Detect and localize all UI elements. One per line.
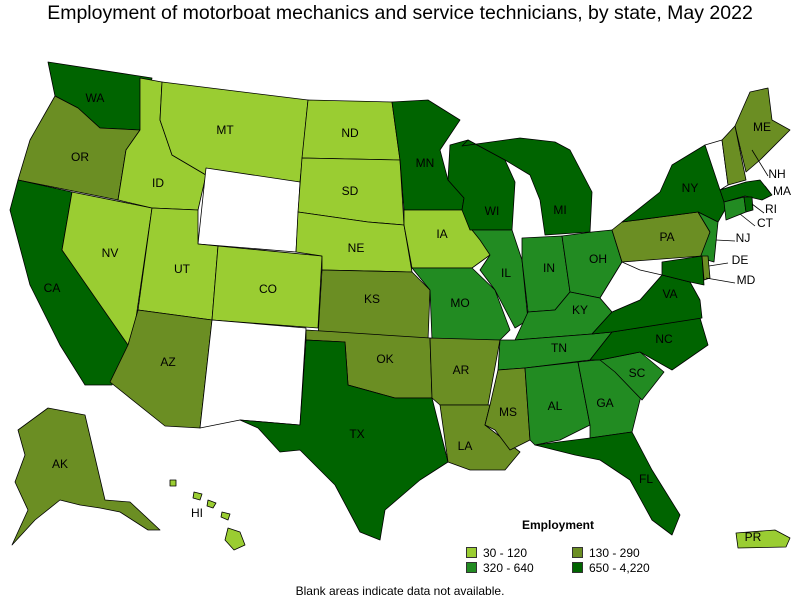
state-label-ma: MA [773, 184, 791, 198]
state-wy[interactable] [197, 167, 301, 253]
legend-label: 320 - 640 [483, 561, 534, 575]
state-label-ms: MS [499, 405, 517, 419]
state-me[interactable] [734, 87, 791, 173]
state-label-tn: TN [551, 341, 567, 355]
state-nm[interactable] [199, 319, 307, 429]
legend-item-band3: 320 - 640 [466, 561, 534, 575]
state-ri[interactable] [743, 196, 754, 213]
state-nh[interactable] [721, 125, 747, 186]
state-label-or: OR [71, 150, 89, 164]
state-label-az: AZ [160, 355, 175, 369]
state-de[interactable] [701, 255, 711, 281]
state-mi[interactable] [461, 137, 593, 236]
state-ks[interactable] [317, 269, 431, 341]
state-label-pr: PR [745, 530, 762, 544]
state-label-nc: NC [655, 332, 673, 346]
state-label-ar: AR [453, 363, 470, 377]
state-co[interactable] [211, 245, 323, 329]
state-label-wi: WI [485, 204, 500, 218]
state-label-ia: IA [436, 227, 447, 241]
legend-swatch-band3 [466, 562, 477, 574]
state-label-de: DE [732, 253, 749, 267]
state-label-ca: CA [44, 281, 61, 295]
legend-swatch-band1 [466, 547, 477, 559]
state-pr[interactable] [735, 529, 791, 549]
legend-item-band2: 130 - 290 [572, 546, 640, 560]
state-label-in: IN [543, 261, 555, 275]
state-label-mi: MI [553, 203, 566, 217]
footnote: Blank areas indicate data not available. [295, 584, 505, 598]
state-label-ct: CT [757, 216, 774, 230]
state-label-mn: MN [416, 156, 435, 170]
state-label-al: AL [548, 399, 563, 413]
state-label-me: ME [753, 120, 771, 134]
state-md[interactable] [661, 255, 705, 286]
legend-label: 130 - 290 [589, 546, 640, 560]
state-label-ks: KS [364, 292, 380, 306]
state-label-ok: OK [376, 352, 393, 366]
state-label-mt: MT [216, 123, 234, 137]
state-label-la: LA [458, 439, 473, 453]
state-label-nj: NJ [736, 231, 751, 245]
state-ak[interactable] [11, 407, 161, 546]
state-mo[interactable] [411, 267, 511, 341]
state-label-pa: PA [659, 230, 674, 244]
state-label-ut: UT [174, 262, 191, 276]
state-label-co: CO [259, 282, 277, 296]
state-label-mo: MO [450, 296, 469, 310]
state-label-tx: TX [349, 427, 364, 441]
legend-swatch-band4 [572, 562, 583, 574]
state-tx[interactable] [239, 339, 449, 541]
legend-item-band1: 30 - 120 [466, 546, 527, 560]
legend-label: 30 - 120 [483, 546, 528, 560]
state-label-nv: NV [102, 246, 119, 260]
legend-title: Employment [522, 518, 595, 532]
state-label-hi: HI [191, 506, 203, 520]
state-fl[interactable] [534, 431, 681, 536]
state-label-ga: GA [596, 396, 613, 410]
state-hi[interactable] [169, 479, 246, 551]
state-label-va: VA [662, 287, 677, 301]
map-title: Employment of motorboat mechanics and se… [47, 2, 753, 24]
state-label-sd: SD [342, 184, 359, 198]
state-label-wa: WA [86, 91, 105, 105]
state-label-md: MD [737, 273, 756, 287]
state-label-fl: FL [639, 472, 653, 486]
state-il[interactable] [471, 229, 529, 329]
legend-item-band4: 650 - 4,220 [572, 561, 650, 575]
state-label-nd: ND [341, 126, 359, 140]
state-label-ny: NY [682, 181, 699, 195]
state-label-ne: NE [348, 241, 365, 255]
state-label-ri: RI [765, 202, 777, 216]
state-label-oh: OH [589, 252, 607, 266]
state-label-ky: KY [572, 303, 588, 317]
legend-label: 650 - 4,220 [589, 561, 650, 575]
legend-swatch-band2 [572, 547, 583, 559]
state-label-id: ID [152, 176, 164, 190]
state-label-il: IL [501, 266, 511, 280]
state-label-nh: NH [768, 167, 785, 181]
state-label-ak: AK [52, 457, 68, 471]
state-label-sc: SC [629, 366, 646, 380]
